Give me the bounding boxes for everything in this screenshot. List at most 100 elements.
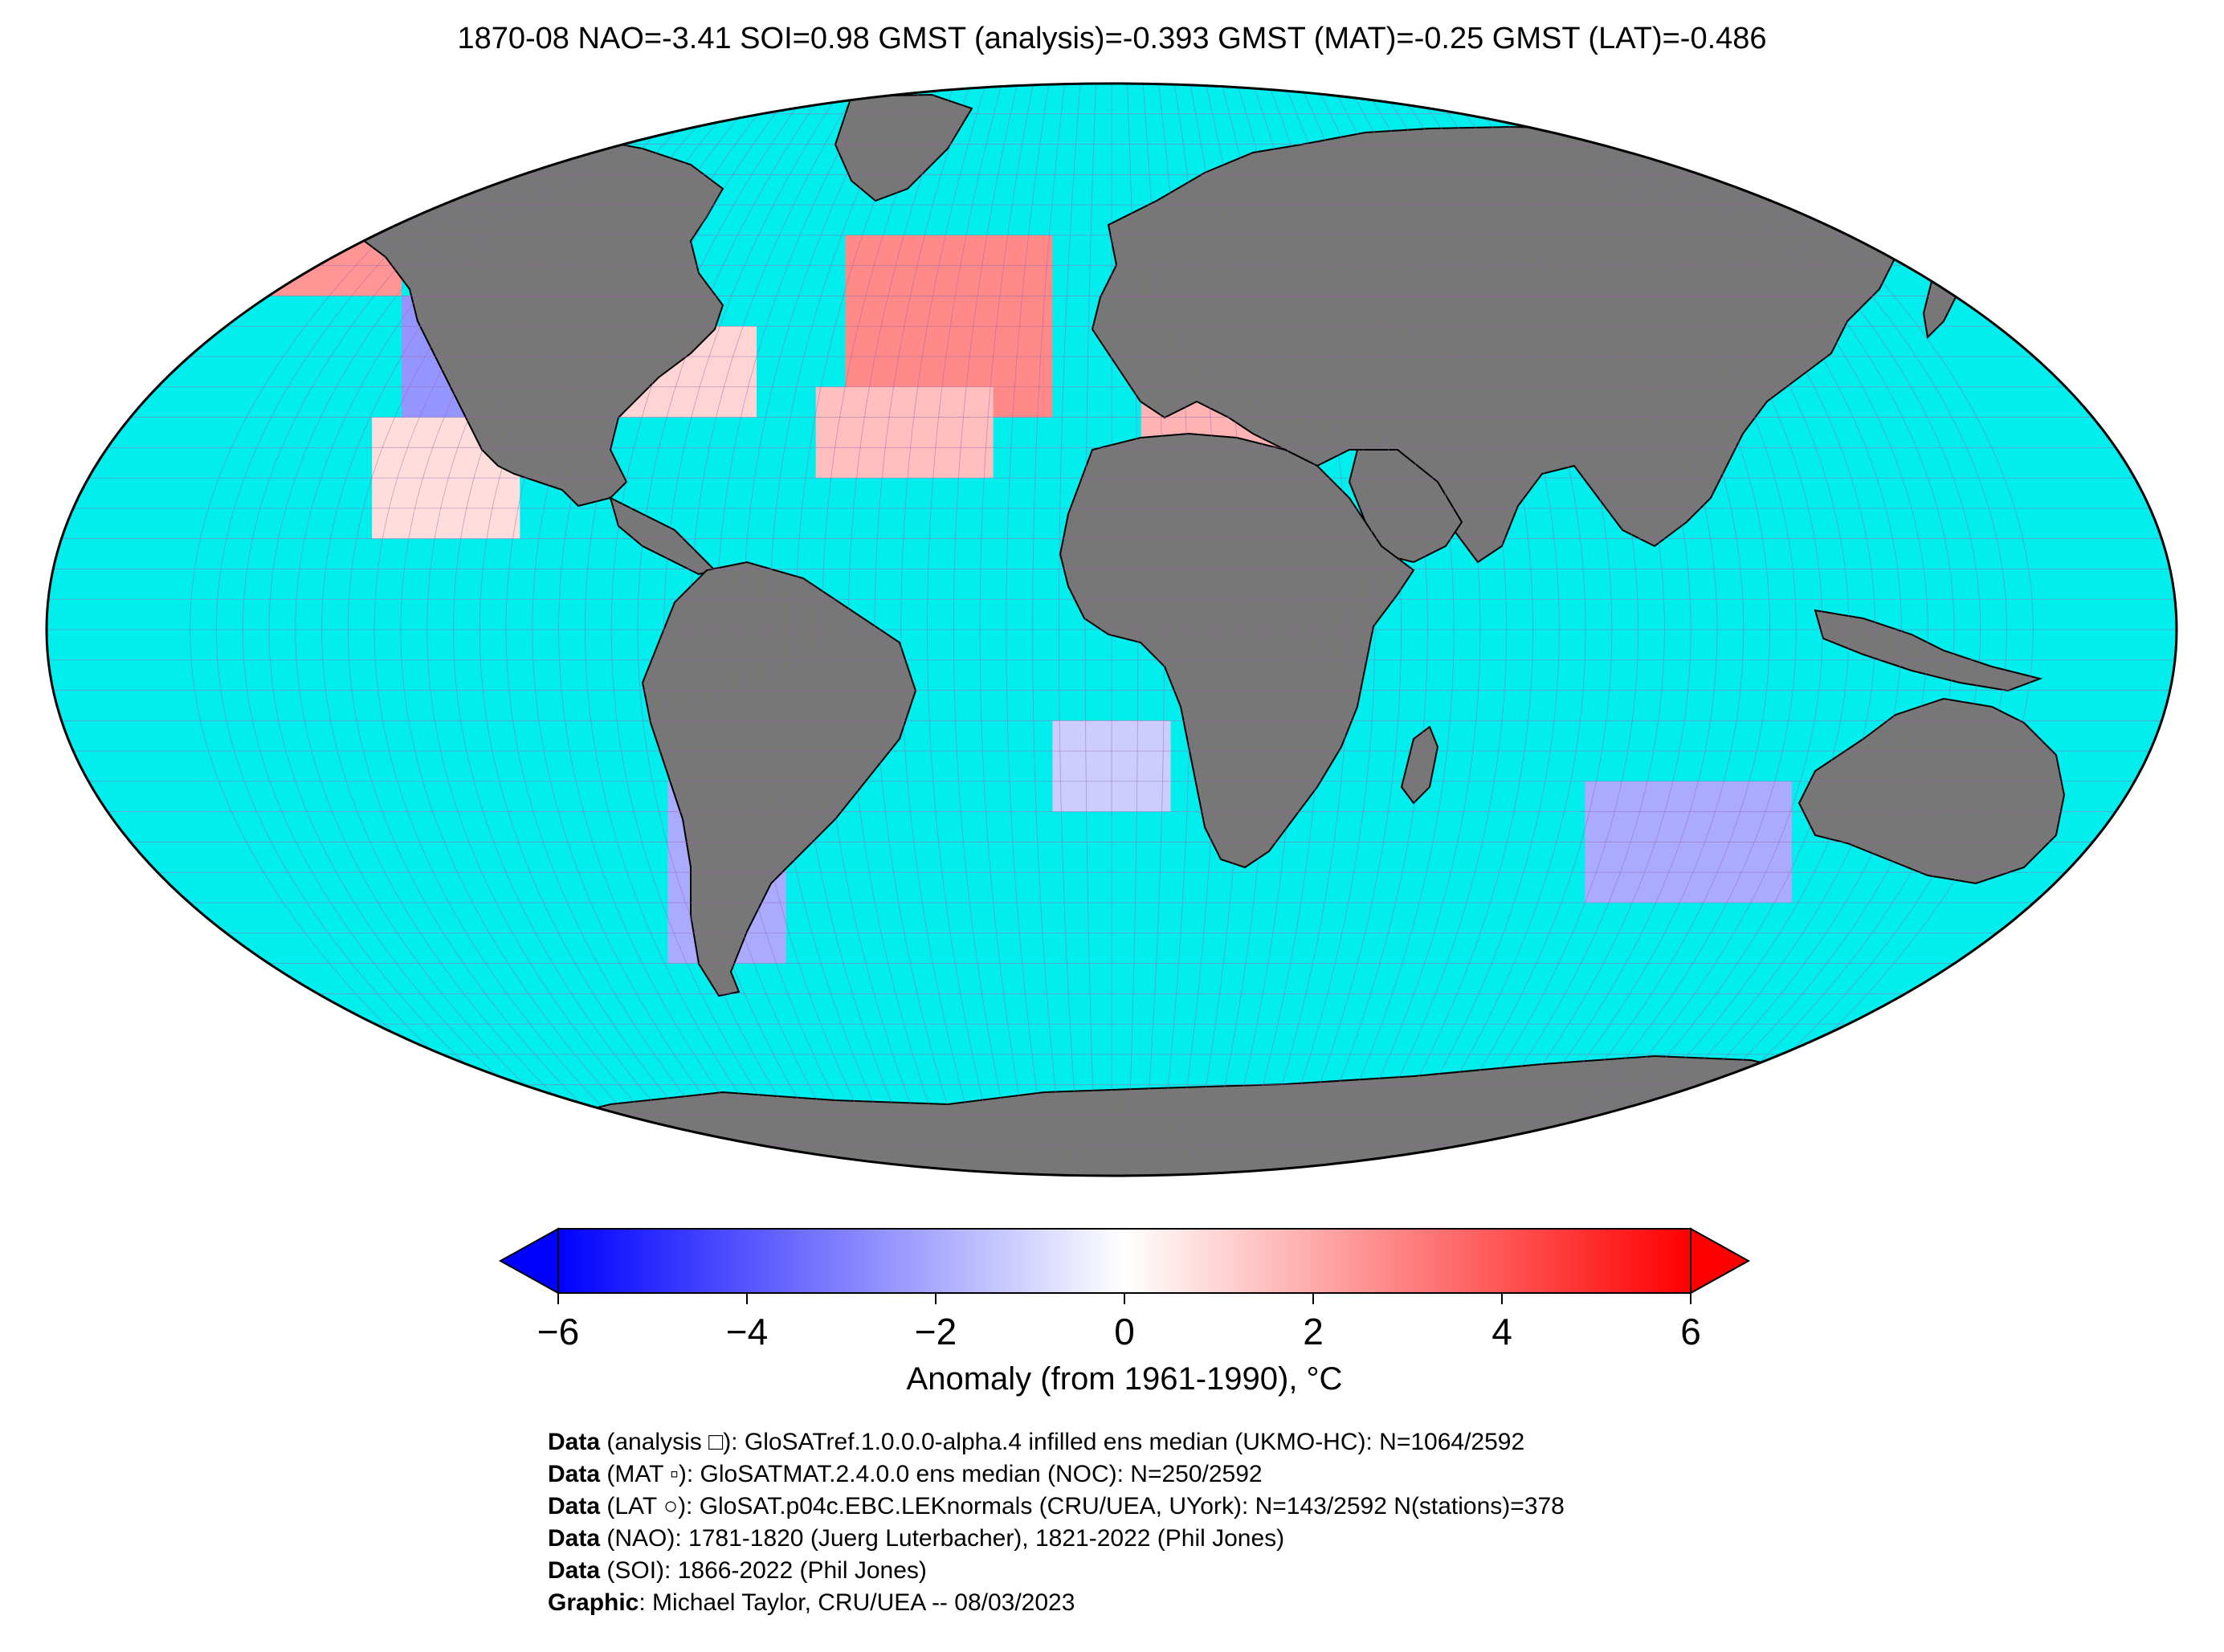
credit-label: Data: [548, 1493, 601, 1519]
world-map: [45, 82, 2178, 1177]
meridian-line: [1362, 84, 1533, 1176]
meridian-line: [1597, 84, 1928, 1176]
anomaly-region-central-atlantic: [815, 386, 994, 479]
meridian-line: [822, 84, 940, 1176]
meridian-line: [979, 84, 1034, 1176]
credit-line: Graphic: Michael Taylor, CRU/UEA -- 08/0…: [548, 1587, 1753, 1619]
colorbar-tick-label: 0: [1114, 1311, 1135, 1352]
meridian-line: [1267, 84, 1376, 1176]
meridian-line: [426, 84, 704, 1176]
meridian-line: [769, 84, 908, 1176]
credit-label: Data: [548, 1461, 601, 1487]
credit-label: Data: [548, 1525, 601, 1552]
meridian-line: [1006, 84, 1050, 1176]
credit-text: (SOI): 1866-2022 (Phil Jones): [600, 1557, 927, 1584]
meridian-line: [190, 84, 563, 1176]
meridian-line: [610, 84, 814, 1176]
meridian-line: [558, 84, 783, 1176]
credits: Data (analysis □): GloSATref.1.0.0.0-alp…: [548, 1426, 1753, 1619]
meridian-line: [1032, 84, 1065, 1176]
meridian-line: [1173, 84, 1218, 1176]
meridian-line: [1377, 84, 1560, 1176]
meridian-line: [1565, 84, 1875, 1176]
credit-label: Graphic: [548, 1589, 639, 1616]
meridian-line: [1425, 84, 1638, 1176]
credit-text: (analysis □): GloSATref.1.0.0.0-alpha.4 …: [600, 1429, 1525, 1455]
meridian-line: [1190, 84, 1244, 1176]
meridian-line: [1440, 84, 1665, 1176]
meridian-line: [1628, 84, 1981, 1176]
meridian-line: [479, 84, 736, 1176]
credit-text: (MAT ▫): GloSATMAT.2.4.0.0 ens median (N…: [600, 1461, 1263, 1487]
colorbar-tick-label: 4: [1492, 1311, 1512, 1352]
meridian-line: [1330, 84, 1481, 1176]
meridian-line: [874, 84, 971, 1176]
meridian-line: [585, 84, 798, 1176]
meridian-line: [1519, 84, 1797, 1176]
credit-line: Data (MAT ▫): GloSATMAT.2.4.0.0 ens medi…: [548, 1458, 1753, 1491]
meridian-line: [1205, 84, 1271, 1176]
credit-text: (NAO): 1781-1820 (Juerg Luterbacher), 18…: [600, 1525, 1285, 1552]
colorbar-tick-label: −6: [537, 1311, 579, 1352]
meridian-line: [1613, 84, 1955, 1176]
credit-label: Data: [548, 1429, 601, 1455]
credit-line: Data (LAT ○): GloSAT.p04c.EBC.LEKnormals…: [548, 1491, 1753, 1523]
meridian-line: [847, 84, 956, 1176]
colorbar-ticks: −6 −4 −2 0 2 4 6: [537, 1293, 1701, 1352]
meridian-line: [1534, 84, 1823, 1176]
meridian-line: [1456, 84, 1691, 1176]
meridian-line: [1471, 84, 1718, 1176]
meridian-line: [742, 84, 893, 1176]
meridian-line: [1394, 84, 1586, 1176]
meridian-line: [1315, 84, 1455, 1176]
meridian-line: [637, 84, 830, 1176]
graticule-grid: [47, 84, 2177, 1176]
meridian-line: [268, 84, 610, 1176]
land-africa: [1059, 432, 1415, 869]
meridian-line: [453, 84, 720, 1176]
credit-line: Data (NAO): 1781-1820 (Juerg Luterbacher…: [548, 1523, 1753, 1555]
credit-line: Data (SOI): 1866-2022 (Phil Jones): [548, 1555, 1753, 1587]
meridian-line: [373, 84, 673, 1176]
meridian-line: [1487, 84, 1745, 1176]
credit-label: Data: [548, 1557, 601, 1584]
meridian-line: [216, 84, 579, 1176]
meridian-line: [295, 84, 626, 1176]
meridian-line: [1660, 84, 2034, 1176]
meridian-line: [348, 84, 658, 1176]
meridian-line: [690, 84, 861, 1176]
meridian-line: [1581, 84, 1902, 1176]
meridian-line: [1283, 84, 1402, 1176]
colorbar-tick-label: 6: [1680, 1311, 1701, 1352]
meridian-line: [1221, 84, 1296, 1176]
colorbar-tick-label: 2: [1303, 1311, 1324, 1352]
meridian-line: [953, 84, 1018, 1176]
meridian-line: [1084, 84, 1096, 1176]
meridian-line: [242, 84, 595, 1176]
land-north-america: [313, 135, 724, 508]
page-title: 1870-08 NAO=-3.41 SOI=0.98 GMST (analysi…: [457, 22, 1767, 55]
meridian-line: [927, 84, 1002, 1176]
meridian-line: [1644, 84, 2007, 1176]
meridian-line: [1252, 84, 1349, 1176]
meridian-line: [505, 84, 752, 1176]
meridian-line: [400, 84, 689, 1176]
meridian-line: [1346, 84, 1507, 1176]
meridian-line: [321, 84, 642, 1176]
meridian-line: [1127, 84, 1139, 1176]
colorbar-gradient: [557, 1228, 1691, 1294]
meridian-line: [1236, 84, 1323, 1176]
meridian-line: [1142, 84, 1165, 1176]
meridian-line: [1550, 84, 1850, 1176]
meridian-line: [716, 84, 877, 1176]
meridian-line: [532, 84, 767, 1176]
colorbar-tick-label: −4: [726, 1311, 768, 1352]
colorbar-label: Anomaly (from 1961-1990), °C: [907, 1361, 1343, 1397]
credit-text: (LAT ○): GloSAT.p04c.EBC.LEKnormals (CRU…: [600, 1493, 1565, 1519]
meridian-line: [900, 84, 987, 1176]
map-outline: [45, 82, 2178, 1177]
meridian-line: [663, 84, 846, 1176]
meridian-line: [1503, 84, 1770, 1176]
meridian-line: [1409, 84, 1613, 1176]
